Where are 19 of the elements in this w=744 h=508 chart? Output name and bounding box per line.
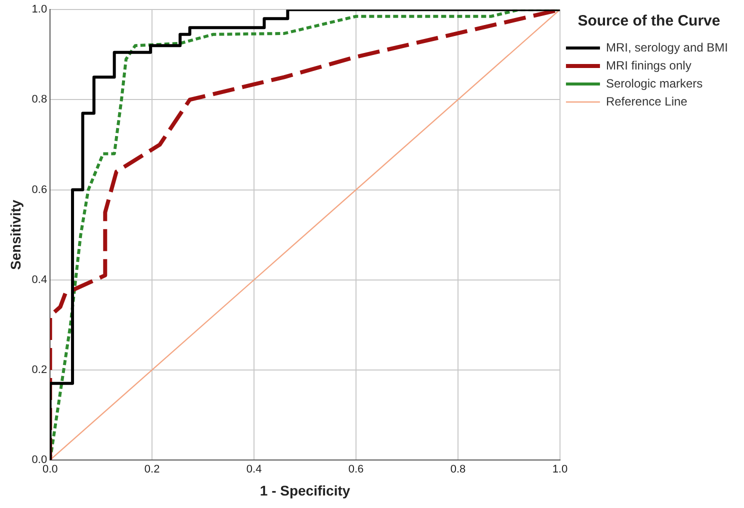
legend-label: Reference Line: [606, 94, 688, 108]
x-tick-label: 0.8: [450, 464, 466, 476]
x-axis-title: 1 - Specificity: [260, 482, 350, 498]
y-tick-label: 0.6: [32, 184, 48, 196]
x-tick-label: 1.0: [552, 464, 568, 476]
x-tick-label: 0.4: [246, 464, 262, 476]
y-tick-label: 0.8: [32, 94, 48, 106]
y-tick-label: 0.2: [32, 364, 48, 376]
x-tick-label: 0.0: [42, 464, 58, 476]
y-tick-label: 1.0: [32, 4, 48, 16]
x-tick-label: 0.6: [348, 464, 364, 476]
legend-title: Source of the Curve: [578, 12, 720, 30]
y-tick-label: 0.0: [32, 454, 48, 466]
y-axis-title: Sensitivity: [7, 200, 24, 270]
legend-label: MRI finings only: [606, 58, 692, 72]
legend-label: MRI, serology and BMI: [606, 40, 728, 54]
x-tick-label: 0.2: [144, 464, 160, 476]
legend-label: Serologic markers: [606, 76, 703, 90]
y-tick-label: 0.4: [32, 274, 48, 286]
